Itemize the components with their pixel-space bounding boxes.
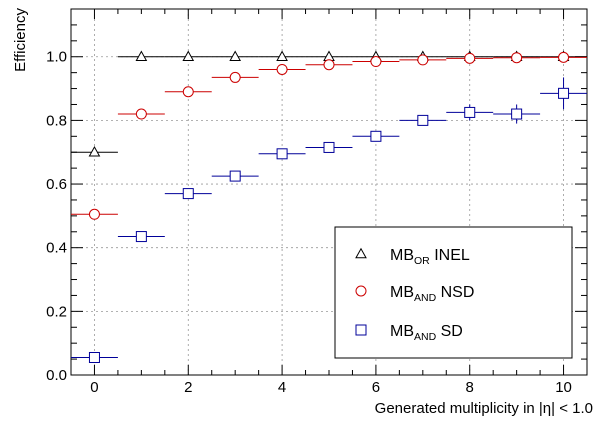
triangle-marker — [229, 50, 242, 61]
triangle-marker — [182, 50, 195, 61]
data-series — [71, 50, 587, 363]
x-tick-label-2: 4 — [278, 379, 286, 396]
legend-label-2: MBAND SD — [390, 323, 463, 343]
x-tick-label-1: 2 — [184, 379, 192, 396]
square-marker — [88, 351, 100, 363]
y-tick-label-4: 0.8 — [46, 112, 67, 129]
y-tick-label-5: 1.0 — [46, 49, 67, 66]
square-marker — [182, 188, 194, 200]
square-marker — [229, 170, 241, 182]
square-marker — [464, 106, 476, 118]
legend-square-marker — [355, 324, 367, 336]
legend-label-suffix: SD — [436, 323, 463, 340]
triangle-marker — [276, 50, 288, 61]
legend-label-main: MB — [390, 247, 414, 264]
series-square — [71, 77, 587, 363]
legend-box — [334, 226, 573, 359]
y-tick-label-2: 0.4 — [46, 240, 67, 257]
legend-label-suffix: INEL — [430, 247, 470, 264]
triangle-marker — [323, 50, 335, 61]
square-marker — [135, 231, 147, 243]
x-tick-label-3: 6 — [372, 379, 380, 396]
legend-label-subscript: AND — [414, 292, 437, 304]
x-tick-label-0: 0 — [90, 379, 98, 396]
square-marker — [417, 114, 429, 126]
square-marker — [558, 87, 570, 99]
legend-label-subscript: OR — [414, 255, 430, 267]
circle-marker — [511, 52, 523, 64]
circle-marker — [135, 108, 147, 120]
triangle-marker — [135, 50, 148, 61]
circle-marker — [464, 52, 476, 64]
axes: 0 2 4 6 8 10 0.0 0.2 0.4 0.6 0.8 1.0 — [46, 8, 588, 396]
square-marker — [323, 141, 335, 153]
y-axis-title: Efficiency — [12, 8, 29, 72]
legend-triangle-marker — [355, 247, 367, 259]
legend-label-1: MBAND NSD — [390, 284, 474, 304]
legend-label-main: MB — [390, 284, 414, 301]
circle-marker — [417, 54, 429, 66]
square-marker — [276, 148, 288, 160]
legend-label-suffix: NSD — [436, 284, 474, 301]
x-tick-label-4: 8 — [466, 379, 474, 396]
legend-label-main: MB — [390, 323, 414, 340]
circle-marker — [370, 56, 382, 68]
x-tick-label-5: 10 — [555, 379, 572, 396]
legend-label-0: MBOR INEL — [390, 247, 470, 267]
y-tick-label-3: 0.6 — [46, 176, 67, 193]
series-circle — [71, 51, 587, 220]
y-tick-label-0: 0.0 — [46, 367, 67, 384]
triangle-marker — [88, 145, 101, 157]
circle-marker — [276, 63, 288, 75]
legend-circle-marker — [355, 285, 367, 297]
square-marker — [511, 108, 523, 120]
y-tick-label-1: 0.2 — [46, 303, 67, 320]
square-marker — [370, 130, 382, 142]
circle-marker — [88, 208, 100, 220]
circle-marker — [182, 86, 194, 98]
circle-marker — [323, 59, 335, 71]
x-axis-title: Generated multiplicity in |η| < 1.0 — [375, 400, 593, 417]
legend-label-subscript: AND — [414, 331, 437, 343]
circle-marker — [229, 71, 241, 83]
circle-marker — [558, 51, 570, 63]
